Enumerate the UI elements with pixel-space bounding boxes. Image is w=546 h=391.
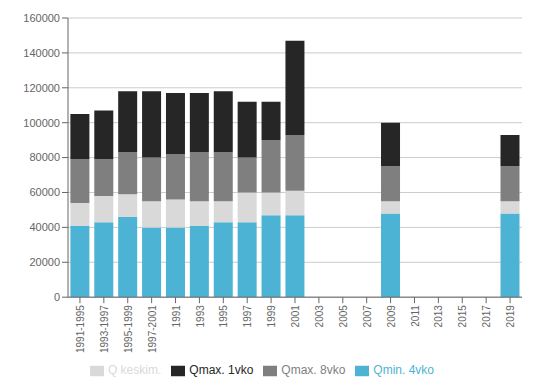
html-text:Qmax. 8vko: Qmax. 8vko xyxy=(281,363,346,378)
svg-text:2003: 2003 xyxy=(314,305,325,328)
svg-text:2007: 2007 xyxy=(362,305,373,328)
svg-text:1993-1997: 1993-1997 xyxy=(99,305,110,353)
svg-text:100000: 100000 xyxy=(23,117,60,129)
svg-text:1993: 1993 xyxy=(195,305,206,328)
svg-text:2009: 2009 xyxy=(386,305,397,328)
svg-text:160000: 160000 xyxy=(23,12,60,24)
svg-text:120000: 120000 xyxy=(23,82,60,94)
svg-text:20000: 20000 xyxy=(29,256,60,268)
svg-text:2011: 2011 xyxy=(410,305,421,327)
svg-text:2001: 2001 xyxy=(290,305,301,328)
svg-text:1991-1995: 1991-1995 xyxy=(75,305,86,353)
html-text:Qmax. 1vko: Qmax. 1vko xyxy=(189,363,254,378)
svg-text:2013: 2013 xyxy=(433,305,444,328)
svg-text:1999: 1999 xyxy=(266,305,277,328)
svg-text:2017: 2017 xyxy=(481,305,492,328)
html-text:Qmin. 4vko: Qmin. 4vko xyxy=(373,363,434,378)
svg-text:1995: 1995 xyxy=(218,305,229,328)
svg-text:40000: 40000 xyxy=(29,221,60,233)
svg-text:2005: 2005 xyxy=(338,305,349,328)
svg-text:60000: 60000 xyxy=(29,186,60,198)
svg-text:1991: 1991 xyxy=(171,305,182,328)
svg-text:0: 0 xyxy=(54,291,60,303)
svg-text:1997: 1997 xyxy=(242,305,253,328)
svg-text:1997-2001: 1997-2001 xyxy=(147,305,158,353)
svg-text:2019: 2019 xyxy=(505,305,516,328)
svg-text:2015: 2015 xyxy=(457,305,468,328)
svg-text:140000: 140000 xyxy=(23,47,60,59)
svg-text:1995-1999: 1995-1999 xyxy=(123,305,134,353)
html-text:Q keskim.: Q keskim. xyxy=(108,363,162,378)
svg-text:80000: 80000 xyxy=(29,151,60,163)
